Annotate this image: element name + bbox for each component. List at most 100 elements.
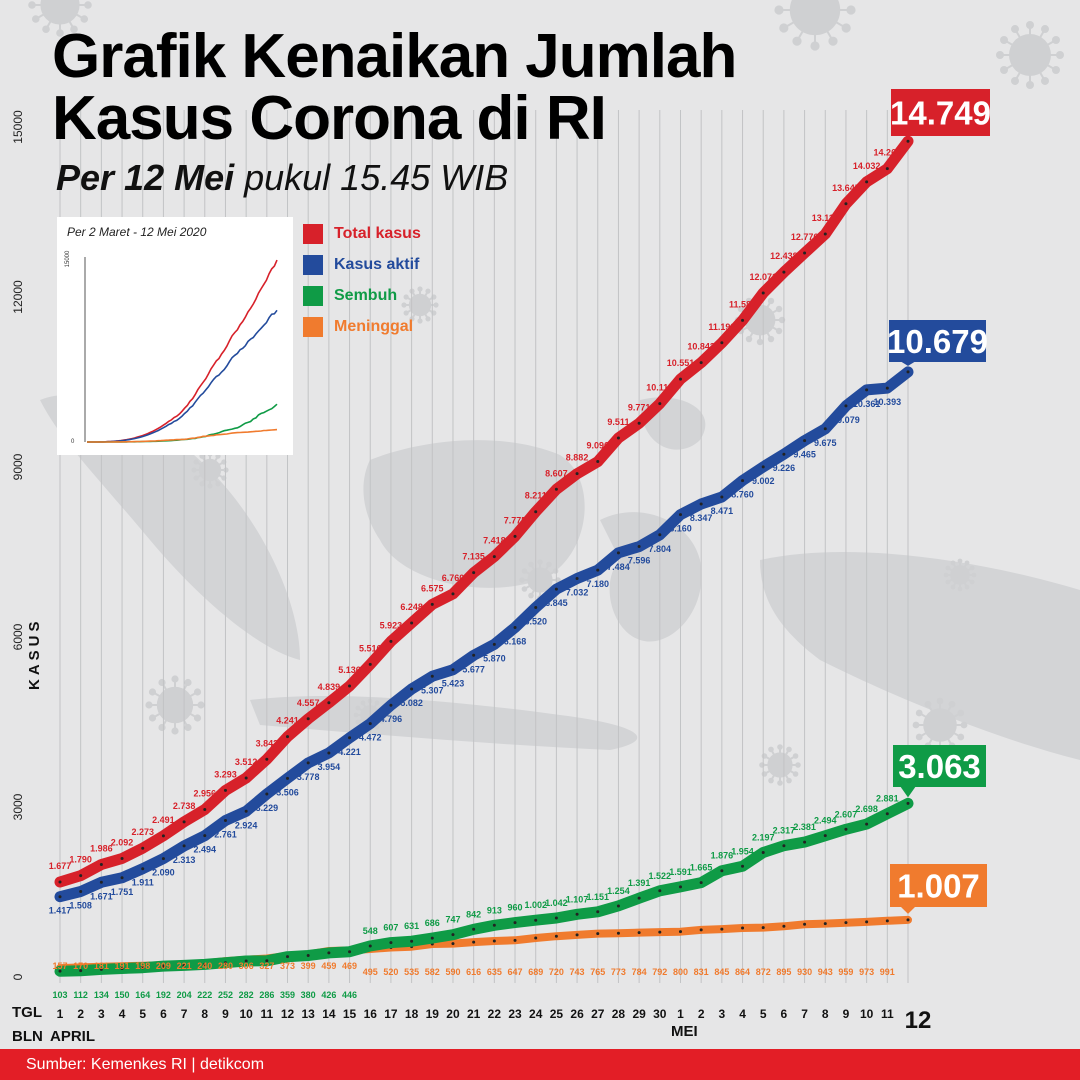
data-label: 9.771 (628, 402, 651, 412)
data-label: 9.465 (793, 450, 816, 460)
callout-pointer (900, 786, 916, 798)
data-point (534, 510, 538, 514)
data-point (472, 940, 476, 944)
data-label: 192 (156, 990, 171, 1000)
data-label: 306 (239, 961, 254, 971)
data-point (327, 951, 331, 955)
data-label: 11.587 (729, 299, 756, 309)
data-label: 9.511 (607, 417, 629, 427)
data-label: 240 (197, 961, 212, 971)
data-label: 7.775 (504, 515, 527, 525)
data-point (348, 736, 352, 740)
data-point (99, 880, 103, 884)
data-point (161, 964, 165, 968)
final-callout-kasus-aktif: 10.679 (887, 320, 988, 366)
data-point (823, 427, 827, 431)
data-point (534, 918, 538, 922)
data-label: 1.508 (69, 901, 92, 911)
data-label: 2.273 (131, 827, 154, 837)
subtitle-time: pukul 15.45 WIB (234, 157, 509, 198)
data-point (244, 776, 248, 780)
data-point (223, 819, 227, 823)
data-label: 6.248 (400, 602, 423, 612)
data-label: 12.776 (791, 232, 819, 242)
data-label: 7.484 (607, 562, 630, 572)
data-point (678, 885, 682, 889)
x-axis-ticks: 1 2 3 4 5 6 7 8 9 10 11 12 13 14 15 16 17 18 19 20 21 22 23 24 2… (57, 1007, 932, 1034)
data-label: 469 (342, 961, 357, 971)
inset-series-line (87, 259, 278, 443)
data-label: 2.197 (752, 833, 775, 843)
data-label: 3.954 (318, 762, 341, 772)
data-label: 2.956 (194, 788, 217, 798)
data-point (223, 788, 227, 792)
x-tick-label: 11 (260, 1007, 273, 1021)
data-label: 459 (321, 961, 336, 971)
data-label: 2.092 (111, 837, 134, 847)
data-point (244, 959, 248, 963)
data-point (865, 920, 869, 924)
data-point (368, 722, 372, 726)
y-tick-label: 9000 (11, 453, 25, 480)
legend-item-meninggal: Meninggal (303, 311, 421, 342)
data-point (306, 717, 310, 721)
data-label: 773 (611, 967, 626, 977)
x-tick-label: 1 (677, 1007, 684, 1021)
inset-series-line (87, 403, 278, 443)
data-label: 4.796 (380, 714, 403, 724)
inset-caption: Per 2 Maret - 12 Mei 2020 (67, 225, 207, 239)
data-point (58, 895, 62, 899)
data-point (244, 809, 248, 813)
data-label: 895 (776, 967, 791, 977)
y-tick-label: 6000 (11, 623, 25, 650)
x-tick-label: 30 (653, 1007, 667, 1021)
data-point (906, 370, 910, 374)
tgl-row-label: TGL (12, 1004, 42, 1021)
inset-chart: Per 2 Maret - 12 Mei 2020 15000 0 (57, 217, 293, 455)
subtitle-date: Per 12 Mei (56, 157, 235, 198)
data-label: 6.845 (545, 598, 568, 608)
data-point (678, 377, 682, 381)
data-point (596, 568, 600, 572)
data-point (430, 936, 434, 940)
y-tick-label: 0 (11, 973, 25, 980)
data-point (99, 967, 103, 971)
x-tick-label: 29 (632, 1007, 646, 1021)
data-point (885, 812, 889, 816)
x-tick-label: 25 (550, 1007, 564, 1021)
data-label: 548 (363, 926, 378, 936)
data-label: 7.135 (462, 552, 485, 562)
data-point (803, 251, 807, 255)
x-tick-label: 10 (239, 1007, 253, 1021)
data-label: 864 (735, 967, 750, 977)
page-title: Grafik Kenaikan Jumlah Kasus Corona di R… (52, 26, 737, 150)
data-label: 747 (445, 915, 460, 925)
x-tick-label: 7 (181, 1007, 188, 1021)
data-point (658, 402, 662, 406)
data-label: 831 (694, 967, 709, 977)
data-label: 103 (52, 990, 67, 1000)
data-point (99, 862, 103, 866)
data-label: 943 (818, 967, 833, 977)
callout-box (891, 89, 990, 136)
data-point (741, 864, 745, 868)
data-point (720, 927, 724, 931)
data-point (348, 950, 352, 954)
x-tick-label: 28 (612, 1007, 626, 1021)
x-tick-label: 17 (384, 1007, 398, 1021)
data-label: 1.002 (524, 900, 547, 910)
data-label: 8.471 (711, 506, 734, 516)
month-label-mei: MEI (671, 1023, 698, 1040)
data-point (699, 361, 703, 365)
data-point (368, 662, 372, 666)
inset-y-zero-label: 0 (71, 439, 75, 445)
data-label: 10.118 (646, 383, 673, 393)
data-label: 150 (115, 990, 130, 1000)
data-point (451, 933, 455, 937)
data-label: 6.168 (504, 636, 527, 646)
data-point (182, 844, 186, 848)
legend-item-total: Total kasus (303, 218, 421, 249)
data-label: 1.522 (649, 871, 672, 881)
data-point (865, 822, 869, 826)
